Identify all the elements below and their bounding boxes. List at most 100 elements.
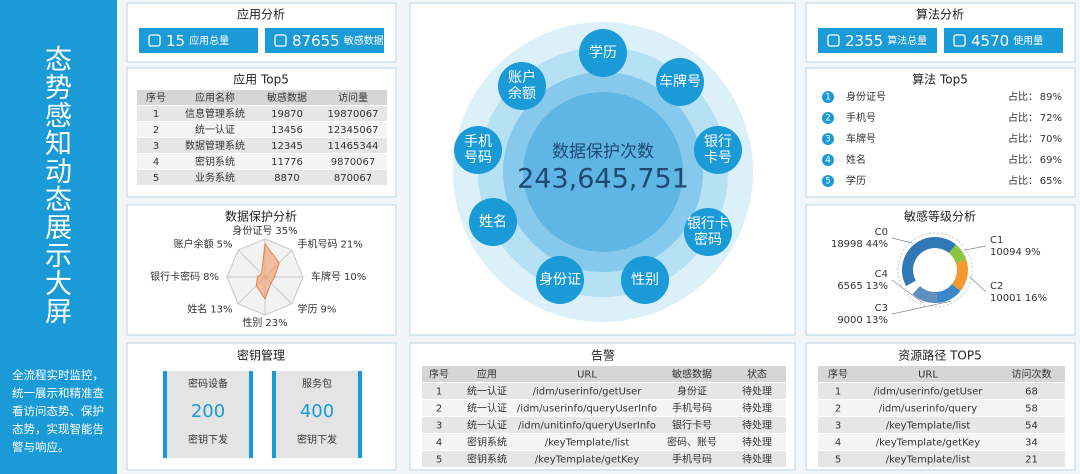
segment-count: 10094: [990, 247, 1022, 258]
table-cell: 870067: [334, 173, 372, 184]
segment-count: 18998: [831, 239, 863, 250]
key-card-bar: [163, 371, 167, 458]
table-row-bg: [818, 383, 1065, 399]
ratio: 70%: [1040, 134, 1062, 145]
stat-value: 15: [166, 32, 185, 50]
table-row-bg: [422, 451, 786, 467]
table-cell: 12345: [271, 141, 303, 152]
table-cell: 业务系统: [195, 171, 235, 184]
table-cell: 手机号码: [672, 453, 712, 466]
table-cell: 密码、账号: [667, 436, 717, 449]
donut-segment: [902, 237, 956, 286]
table-row-bg: [818, 366, 1065, 382]
table-row-bg: [422, 400, 786, 416]
table-cell: /idm/userinfo/queryUserInfo: [517, 404, 657, 415]
table-row-bg: [137, 106, 387, 121]
ratio-prefix: 占比：: [1008, 174, 1038, 187]
category-bubble: 账户 余额: [498, 62, 546, 110]
panel-title: 应用 Top5: [233, 72, 289, 87]
stat-label: 使用量: [1013, 34, 1043, 47]
stat-label: 敏感数据: [344, 34, 384, 47]
center-title: 数据保护次数: [552, 142, 654, 162]
table-cell: 1: [153, 109, 159, 120]
ratio: 72%: [1040, 113, 1062, 124]
table-cell: 11776: [271, 157, 303, 168]
panel: [805, 204, 1076, 336]
panel-title: 敏感等级分析: [904, 209, 976, 224]
panel-title: 算法分析: [916, 7, 964, 22]
table-cell: 19870067: [328, 109, 379, 120]
radar-name: 车牌号: [311, 270, 341, 283]
key-card: [272, 371, 362, 458]
segment-percent: 13%: [866, 315, 888, 326]
key-card-value: 200: [191, 401, 225, 422]
table-cell: /idm/userinfo/query: [879, 404, 977, 415]
radar-label: 姓名 13%: [187, 303, 232, 316]
rank-badge: [822, 175, 834, 187]
radar-label: 学历 9%: [298, 303, 337, 316]
table-cell: /idm/userinfo/getUser: [874, 387, 984, 398]
rank: 5: [825, 177, 831, 187]
segment-value: 10001 16%: [990, 293, 1047, 304]
table-cell: 21: [1025, 455, 1038, 466]
table-cell: 4: [153, 157, 159, 168]
ratio-prefix: 占比：: [1008, 111, 1038, 124]
key-card-footer: 密钥下发: [188, 433, 228, 446]
table-cell: 5: [153, 173, 159, 184]
table-cell: 身份证: [677, 385, 707, 398]
segment-value: 10094 9%: [990, 247, 1041, 258]
table-cell: /keyTemplate/list: [545, 438, 630, 449]
key-card-bar: [249, 371, 253, 458]
stat: 87655 敏感数据: [292, 32, 384, 50]
algo-name: 车牌号: [846, 132, 876, 145]
algo-name: 学历: [846, 174, 866, 187]
ratio-prefix: 占比：: [1008, 132, 1038, 145]
rank: 1: [825, 93, 831, 103]
sidebar-description: 全流程实时监控，统一展示和精准查看访问态势、保护态势，实现智能告警与响应。: [12, 368, 104, 454]
category-bubble: 手机 号码: [454, 126, 502, 174]
panel-title: 资源路径 TOP5: [898, 348, 981, 363]
category-bubble: 性别: [621, 256, 669, 304]
rank: 3: [825, 135, 831, 145]
ratio-prefix: 占比：: [1008, 90, 1038, 103]
table-cell: 数据管理系统: [185, 139, 245, 152]
table-cell: 待处理: [742, 453, 772, 466]
segment-name: C3: [875, 303, 888, 314]
stat-box: [265, 28, 384, 53]
table-cell: /keyTemplate/list: [886, 455, 971, 466]
table-cell: 9870067: [331, 157, 376, 168]
donut-segment: [936, 283, 961, 303]
table-header: 敏感数据: [672, 368, 712, 381]
table-cell: 密钥系统: [467, 453, 507, 466]
stat-label: 算法总量: [887, 34, 927, 47]
stat-icon: [953, 34, 966, 47]
stat: 4570 使用量: [971, 32, 1043, 50]
table-cell: 信息管理系统: [185, 107, 245, 120]
table-header: 序号: [429, 368, 449, 381]
table-cell: /keyTemplate/getKey: [876, 438, 981, 449]
table-cell: 密钥系统: [195, 155, 235, 168]
category-bubble: 姓名: [469, 198, 517, 246]
segment-value: 6565 13%: [837, 281, 888, 292]
key-card-footer: 密钥下发: [297, 433, 337, 446]
stat-icon: [148, 34, 161, 47]
segment-count: 6565: [837, 281, 862, 292]
table-row-bg: [422, 366, 786, 382]
radar-value: 35%: [275, 226, 297, 237]
sidebar-title: 态势感知动态展示大屏: [40, 45, 71, 325]
radar-value: 9%: [321, 305, 337, 316]
category-bubble: 车牌号: [656, 58, 704, 106]
radar-value: 13%: [210, 305, 232, 316]
stat-label: 应用总量: [189, 34, 229, 47]
table-header: URL: [577, 370, 597, 381]
segment-value: 9000 13%: [837, 315, 888, 326]
table-row-bg: [422, 434, 786, 450]
donut-outline: [897, 232, 973, 308]
segment-count: 10001: [990, 293, 1022, 304]
table-cell: 手机号码: [672, 402, 712, 415]
table-row-bg: [137, 154, 387, 169]
stat: 2355 算法总量: [845, 32, 927, 50]
table-cell: 3: [436, 421, 442, 432]
table-row-bg: [818, 417, 1065, 433]
